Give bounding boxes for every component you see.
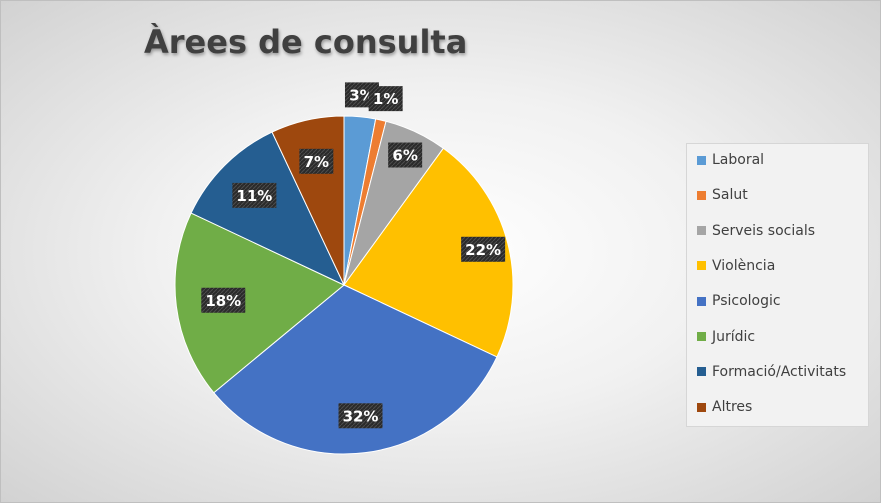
data-label-salut: 1% xyxy=(368,86,403,112)
data-label-box xyxy=(461,236,506,262)
data-label-text: 22% xyxy=(465,241,501,259)
legend-item-salut: Salut xyxy=(697,185,748,205)
legend-swatch xyxy=(697,261,706,271)
legend-label: Salut xyxy=(712,187,748,204)
legend: Laboral Salut Serveis socials Violència Psic… xyxy=(686,143,869,427)
data-label-serveis-socials: 6% xyxy=(388,142,423,168)
data-label-box xyxy=(338,403,383,429)
pie-slice-juridic xyxy=(174,212,345,394)
legend-item-juridic: Jurídic xyxy=(697,327,755,347)
data-label-box xyxy=(368,86,403,112)
legend-item-formacio-activitats: Formació/Activitats xyxy=(697,362,846,382)
data-label-text: 32% xyxy=(343,407,379,425)
chart-title: Àrees de consulta xyxy=(144,23,468,61)
data-label-juridic: 18% xyxy=(201,287,246,313)
legend-item-serveis-socials: Serveis socials xyxy=(697,221,815,241)
data-label-text: 18% xyxy=(205,292,241,310)
pie-slice-psicologic xyxy=(213,284,498,455)
legend-swatch xyxy=(697,332,706,341)
legend-swatch xyxy=(697,402,706,412)
legend-item-laboral: Laboral xyxy=(697,150,764,170)
data-label-violencia: 22% xyxy=(461,236,506,262)
legend-label: Violència xyxy=(712,257,776,274)
pie-slice-formacio-activitats xyxy=(190,131,346,287)
legend-swatch xyxy=(697,190,706,200)
data-label-altres: 7% xyxy=(299,148,334,174)
legend-label: Laboral xyxy=(712,152,765,168)
data-label-box xyxy=(388,142,423,168)
legend-item-altres: Altres xyxy=(697,397,752,417)
data-label-text: 6% xyxy=(392,147,417,165)
data-label-box xyxy=(299,148,334,174)
data-label-text: 1% xyxy=(373,90,398,108)
legend-item-violencia: Violència xyxy=(697,256,775,276)
data-label-formacio-activitats: 11% xyxy=(232,182,277,208)
legend-swatch xyxy=(697,155,706,165)
legend-label: Jurídic xyxy=(712,328,756,345)
data-label-box xyxy=(232,182,277,208)
data-label-psicologic: 32% xyxy=(338,403,383,429)
legend-label: Psicologic xyxy=(712,293,781,310)
data-label-box xyxy=(201,287,246,313)
legend-swatch xyxy=(697,296,706,306)
legend-label: Serveis socials xyxy=(712,222,815,239)
data-label-text: 11% xyxy=(236,187,272,205)
data-label-text: 3% xyxy=(349,86,374,104)
legend-label: Altres xyxy=(712,399,753,416)
legend-item-psicologic: Psicologic xyxy=(697,291,781,311)
legend-swatch xyxy=(697,367,706,377)
legend-label: Formació/Activitats xyxy=(712,363,847,380)
legend-swatch xyxy=(697,226,706,236)
data-label-text: 7% xyxy=(304,153,329,171)
